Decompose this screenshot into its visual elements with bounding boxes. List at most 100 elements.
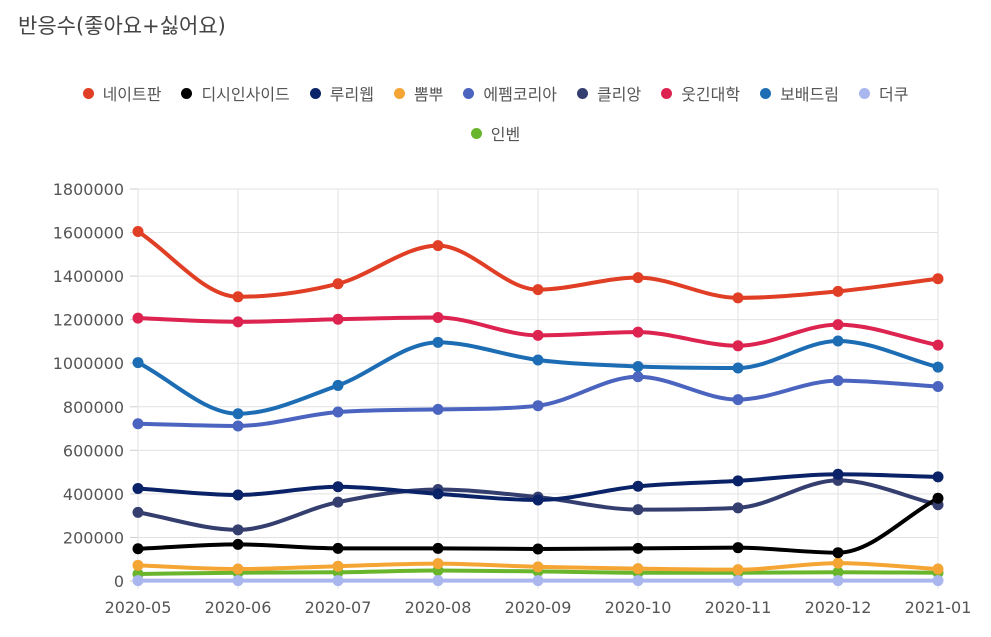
y-tick-label: 800000 <box>63 398 124 417</box>
data-point[interactable] <box>632 326 644 338</box>
data-point[interactable] <box>532 329 544 341</box>
data-point[interactable] <box>432 403 444 415</box>
legend-marker <box>760 87 772 99</box>
data-point[interactable] <box>432 311 444 323</box>
data-point[interactable] <box>832 319 844 331</box>
data-point[interactable] <box>132 506 144 518</box>
legend-item[interactable]: 클리앙 <box>577 81 641 105</box>
data-point[interactable] <box>732 394 744 406</box>
data-point[interactable] <box>232 316 244 328</box>
legend-item[interactable]: 네이트판 <box>82 81 161 105</box>
data-point[interactable] <box>732 340 744 352</box>
data-point[interactable] <box>632 371 644 383</box>
data-point[interactable] <box>632 575 644 587</box>
data-point[interactable] <box>432 542 444 554</box>
legend-item[interactable]: 디시인사이드 <box>181 81 290 105</box>
data-point[interactable] <box>332 406 344 418</box>
data-point[interactable] <box>232 489 244 501</box>
data-point[interactable] <box>632 542 644 554</box>
legend-item[interactable]: 뽐뿌 <box>393 81 444 105</box>
data-point[interactable] <box>832 285 844 297</box>
data-point[interactable] <box>232 408 244 420</box>
y-tick-label: 200000 <box>63 528 124 547</box>
data-point[interactable] <box>332 560 344 572</box>
data-point[interactable] <box>332 278 344 290</box>
data-point[interactable] <box>532 575 544 587</box>
y-tick-label: 1400000 <box>53 267 124 286</box>
x-tick-label: 2020-12 <box>805 598 872 617</box>
legend-item[interactable]: 루리웹 <box>309 81 374 105</box>
data-point[interactable] <box>732 575 744 587</box>
data-point[interactable] <box>932 339 944 351</box>
data-point[interactable] <box>532 543 544 555</box>
data-point[interactable] <box>132 559 144 571</box>
data-point[interactable] <box>132 312 144 324</box>
y-tick-label: 400000 <box>63 485 124 504</box>
data-point[interactable] <box>832 468 844 480</box>
data-point[interactable] <box>932 471 944 483</box>
data-point[interactable] <box>832 335 844 347</box>
data-point[interactable] <box>632 480 644 492</box>
legend-item[interactable]: 인벤 <box>470 121 520 145</box>
data-point[interactable] <box>232 575 244 587</box>
x-tick-label: 2020-11 <box>705 598 772 617</box>
data-point[interactable] <box>432 575 444 587</box>
data-point[interactable] <box>232 563 244 575</box>
data-point[interactable] <box>132 575 144 587</box>
data-point[interactable] <box>632 272 644 284</box>
data-point[interactable] <box>932 575 944 587</box>
data-point[interactable] <box>732 502 744 514</box>
data-point[interactable] <box>232 291 244 303</box>
data-point[interactable] <box>132 225 144 237</box>
data-point[interactable] <box>132 357 144 369</box>
data-point[interactable] <box>332 496 344 508</box>
data-point[interactable] <box>932 492 944 504</box>
data-point[interactable] <box>232 524 244 536</box>
data-point[interactable] <box>432 336 444 348</box>
data-point[interactable] <box>732 292 744 304</box>
data-point[interactable] <box>432 558 444 570</box>
data-point[interactable] <box>632 563 644 575</box>
data-point[interactable] <box>332 481 344 493</box>
data-point[interactable] <box>832 575 844 587</box>
data-point[interactable] <box>332 542 344 554</box>
legend-item[interactable]: 웃긴대학 <box>661 81 740 105</box>
data-point[interactable] <box>932 563 944 575</box>
data-point[interactable] <box>832 566 844 578</box>
x-tick-label: 2020-10 <box>605 598 672 617</box>
data-point[interactable] <box>532 354 544 366</box>
legend-label: 뽐뿌 <box>413 85 444 104</box>
data-point[interactable] <box>632 504 644 516</box>
legend-label: 보배드림 <box>780 85 839 104</box>
data-point[interactable] <box>232 420 244 432</box>
data-point[interactable] <box>932 381 944 393</box>
data-point[interactable] <box>932 273 944 285</box>
data-point[interactable] <box>332 575 344 587</box>
data-point[interactable] <box>132 418 144 430</box>
data-point[interactable] <box>532 561 544 573</box>
data-point[interactable] <box>832 375 844 387</box>
data-point[interactable] <box>532 494 544 506</box>
data-point[interactable] <box>332 379 344 391</box>
data-point[interactable] <box>732 362 744 374</box>
data-point[interactable] <box>632 360 644 372</box>
x-tick-label: 2020-06 <box>205 598 272 617</box>
data-point[interactable] <box>732 475 744 487</box>
data-point[interactable] <box>932 361 944 373</box>
data-point[interactable] <box>132 482 144 494</box>
x-tick-label: 2020-09 <box>505 598 572 617</box>
legend-item[interactable]: 에펨코리아 <box>463 81 557 105</box>
data-point[interactable] <box>332 313 344 325</box>
legend-item[interactable]: 보배드림 <box>760 81 839 105</box>
data-point[interactable] <box>532 284 544 296</box>
data-point[interactable] <box>832 547 844 559</box>
legend-item[interactable]: 더쿠 <box>858 81 908 105</box>
data-point[interactable] <box>532 400 544 412</box>
data-point[interactable] <box>132 543 144 555</box>
data-point[interactable] <box>832 557 844 569</box>
data-point[interactable] <box>732 542 744 554</box>
data-point[interactable] <box>232 538 244 550</box>
data-point[interactable] <box>432 488 444 500</box>
data-point[interactable] <box>732 564 744 576</box>
data-point[interactable] <box>432 240 444 252</box>
